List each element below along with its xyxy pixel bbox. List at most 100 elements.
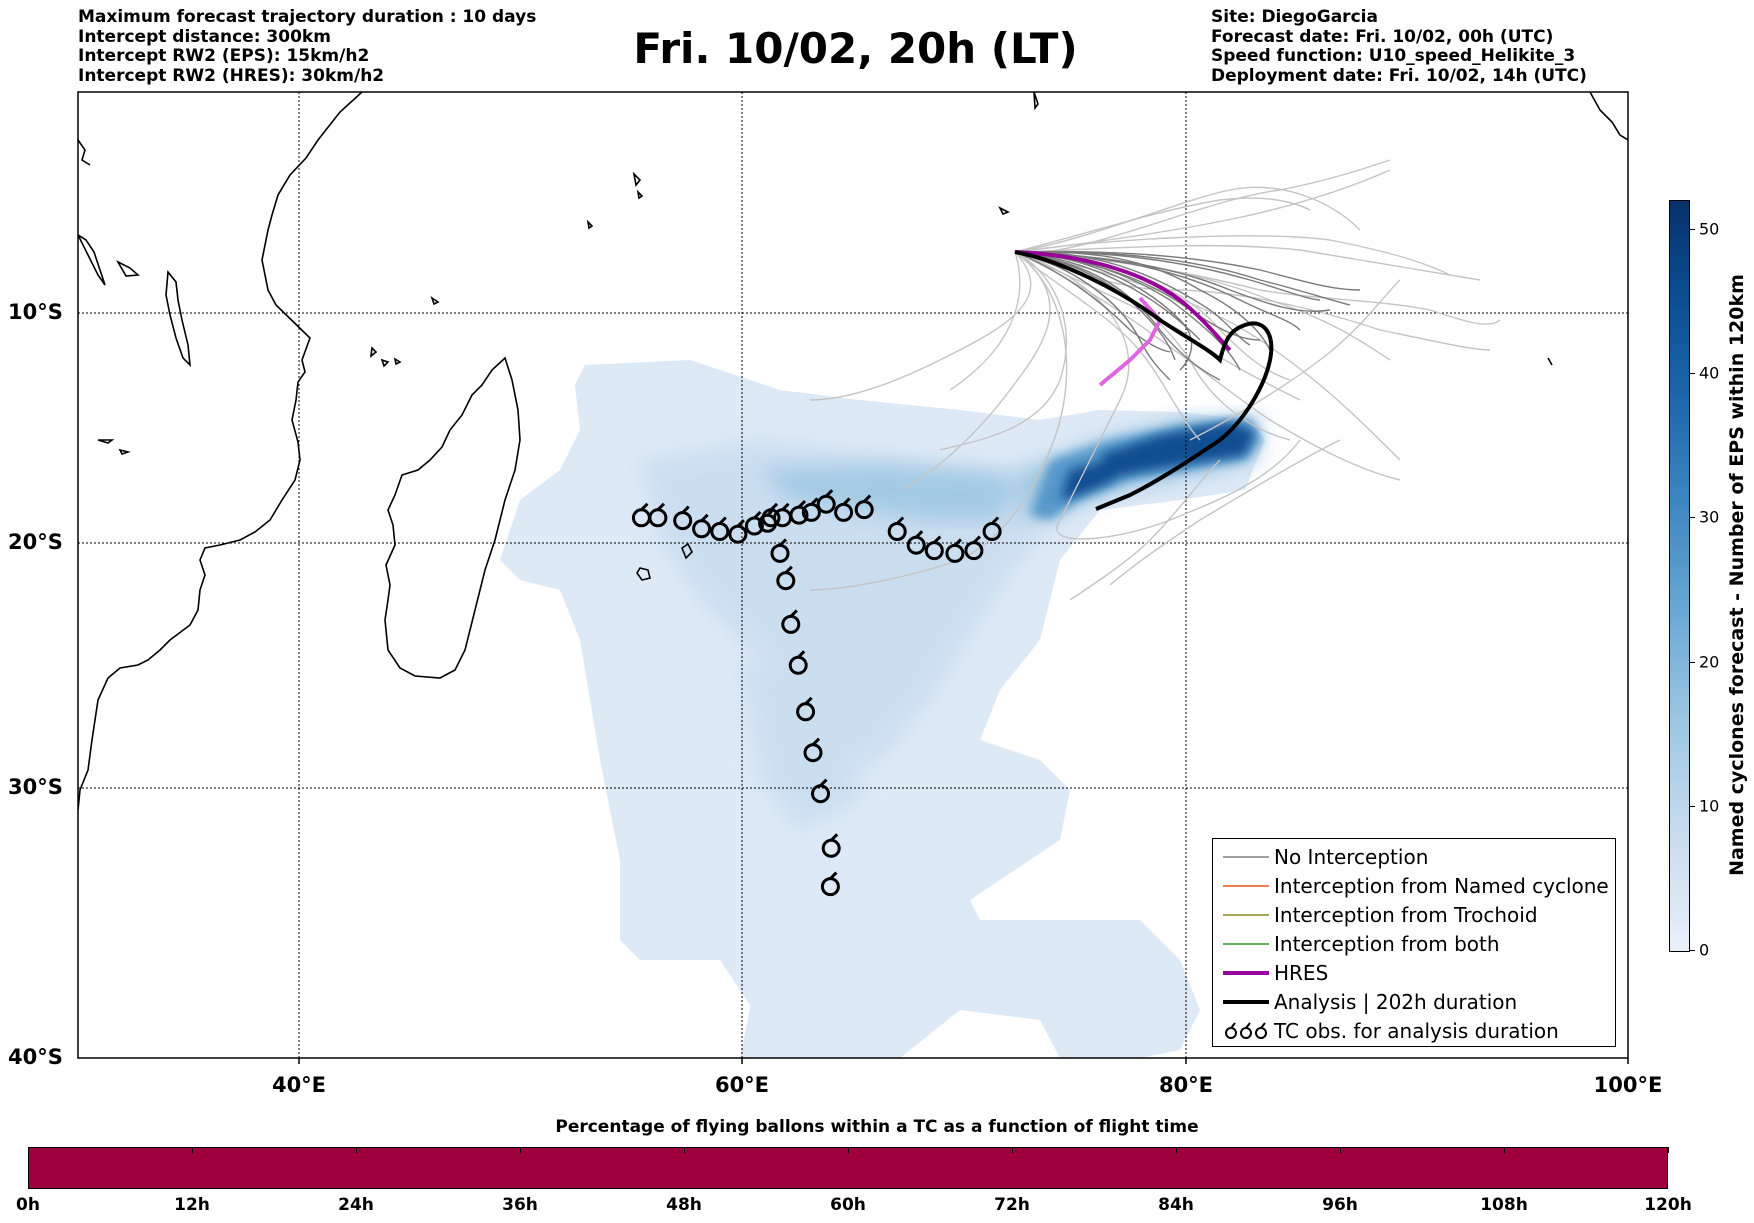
tc-obs-symbol: [788, 650, 808, 675]
tc-obs-symbol: [945, 538, 965, 563]
flight-time-tick-label: 48h: [666, 1195, 702, 1215]
header-right-line: Site: DiegoGarcia: [1211, 7, 1378, 27]
lon-label-60e: 60°E: [714, 1073, 770, 1097]
legend-item-no-interception: No Interception: [1213, 843, 1615, 872]
analysis-trajectory: [1014, 250, 1274, 511]
header-left-line: Intercept RW2 (EPS): 15km/h2: [78, 46, 370, 66]
map-legend: No Interception Interception from Named …: [1212, 838, 1616, 1047]
header-left-info: Maximum forecast trajectory duration : 1…: [78, 7, 537, 86]
tc-obs-symbol: [820, 871, 840, 897]
tc-obs-symbol: [821, 833, 841, 858]
flight-time-tick-label: 0h: [16, 1195, 40, 1215]
legend-label: Interception from Named cyclone: [1274, 874, 1609, 898]
legend-item-tc-obs: TC obs. for analysis duration: [1213, 1017, 1615, 1046]
tc-obs-symbol: [887, 516, 907, 541]
coastline: [78, 92, 1628, 811]
colorbar: [1669, 200, 1690, 952]
tc-obs-symbol: [744, 510, 764, 536]
colorbar-tick: [1689, 661, 1695, 663]
colorbar-tick-label: 10: [1699, 796, 1720, 816]
flight-time-tick: [848, 1147, 849, 1153]
flight-time-tick: [356, 1147, 357, 1153]
lon-label-100e: 100°E: [1593, 1073, 1663, 1097]
lat-label-10s: 10°S: [8, 300, 63, 324]
tc-obs-symbol: [964, 535, 984, 561]
tc-obs-symbol: [728, 519, 748, 544]
lat-label-20s: 20°S: [8, 530, 63, 554]
tc-obs-symbol: [834, 497, 854, 522]
flight-time-tick-label: 12h: [174, 1195, 210, 1215]
flight-time-tick: [1176, 1147, 1177, 1153]
flight-time-tick-label: 84h: [1158, 1195, 1194, 1215]
legend-label: Interception from both: [1274, 932, 1500, 956]
line-swatch-icon: [1223, 1000, 1269, 1004]
line-swatch-icon: [1223, 885, 1269, 887]
legend-label: Interception from Trochoid: [1274, 903, 1538, 927]
tc-obs-symbol: [811, 778, 830, 804]
colorbar-tick: [1689, 950, 1695, 951]
line-swatch-icon: [1223, 914, 1269, 916]
tc-obs-symbol: [761, 502, 781, 528]
graticule: [78, 92, 1628, 1058]
lat-label-30s: 30°S: [8, 775, 63, 799]
flight-time-tick-label: 36h: [502, 1195, 538, 1215]
flight-time-tick-label: 108h: [1480, 1195, 1528, 1215]
tc-obs-symbol: [816, 489, 836, 514]
axis-ticks: [298, 1058, 1629, 1064]
legend-item-both: Interception from both: [1213, 930, 1615, 959]
colorbar-tick: [1689, 228, 1695, 230]
flight-time-tick: [684, 1147, 685, 1153]
tc-obs-symbol: [803, 737, 823, 763]
tc-obs-symbol: [789, 500, 809, 525]
flight-time-tick-label: 96h: [1322, 1195, 1358, 1215]
tc-obs-symbol: [776, 565, 796, 591]
lon-label-80e: 80°E: [1158, 1073, 1214, 1097]
eps-density-shading: [500, 360, 1265, 1058]
legend-label: HRES: [1274, 961, 1329, 985]
header-right-line: Deployment date: Fri. 10/02, 14h (UTC): [1211, 65, 1587, 86]
lon-label-40e: 40°E: [271, 1073, 327, 1097]
flight-time-tick: [28, 1147, 29, 1153]
legend-label: Analysis | 202h duration: [1274, 990, 1518, 1014]
legend-label: TC obs. for analysis duration: [1274, 1019, 1559, 1043]
colorbar-tick-label: 50: [1699, 219, 1720, 239]
flight-time-bar: [28, 1147, 1668, 1189]
flight-time-tick: [1668, 1147, 1669, 1153]
legend-item-named-cyclone: Interception from Named cyclone: [1213, 872, 1615, 901]
tc-obs-symbol: [648, 502, 668, 528]
page-title: Fri. 10/02, 20h (LT): [633, 24, 1078, 73]
legend-item-analysis: Analysis | 202h duration: [1213, 988, 1615, 1017]
header-left-line: Maximum forecast trajectory duration : 1…: [78, 7, 537, 27]
tc-obs-symbol: [854, 494, 874, 520]
header-right-info: Site: DiegoGarcia Forecast date: Fri. 10…: [1211, 7, 1587, 86]
tc-obs-symbol: [924, 535, 944, 561]
colorbar-tick: [1689, 373, 1695, 375]
legend-item-hres: HRES: [1213, 959, 1615, 988]
header-left-line: Intercept distance: 300km: [78, 26, 331, 47]
colorbar-tick-label: 40: [1699, 363, 1720, 383]
flight-time-tick-label: 24h: [338, 1195, 374, 1215]
tc-obs-symbol: [982, 516, 1002, 541]
colorbar-tick-label: 30: [1699, 507, 1720, 527]
flight-time-tick: [1504, 1147, 1505, 1153]
line-swatch-icon: [1223, 971, 1269, 975]
cyclone-symbol-icon: [1225, 1022, 1267, 1039]
flight-time-tick-label: 72h: [994, 1195, 1030, 1215]
tc-obs-symbol: [801, 497, 821, 522]
tc-obs-symbol: [781, 609, 801, 634]
flight-time-tick-label: 60h: [830, 1195, 866, 1215]
flight-time-tick-label: 120h: [1644, 1195, 1692, 1215]
lat-label-40s: 40°S: [8, 1045, 63, 1069]
flight-time-tick: [192, 1147, 193, 1153]
legend-label: No Interception: [1274, 845, 1429, 869]
header-left-line: Intercept RW2 (HRES): 30km/h2: [78, 65, 385, 86]
colorbar-tick-label: 20: [1699, 652, 1720, 672]
bottom-bar-title: Percentage of flying ballons within a TC…: [555, 1117, 1199, 1137]
tc-obs-symbol: [673, 505, 693, 531]
map-frame: [77, 91, 1629, 1059]
colorbar-tick: [1689, 517, 1695, 519]
colorbar-tick: [1689, 805, 1695, 807]
tc-obs-layer: [631, 489, 1002, 897]
line-swatch-icon: [1223, 943, 1269, 945]
